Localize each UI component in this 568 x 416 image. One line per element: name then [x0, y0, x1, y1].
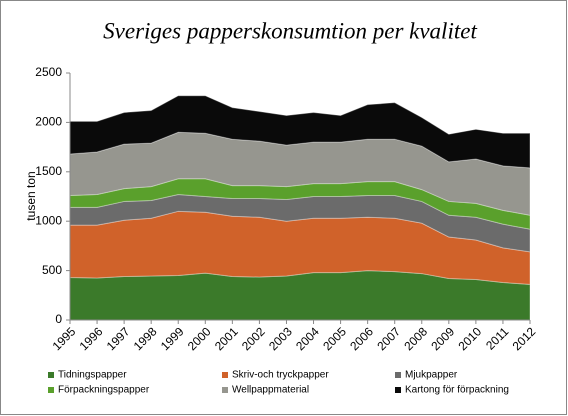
legend-label: Kartong för förpackning	[405, 385, 509, 396]
y-tick-label: 1500	[35, 164, 62, 178]
y-tick-label: 0	[55, 312, 62, 326]
y-tick-label: 2000	[35, 115, 62, 129]
chart-title: Sveriges papperskonsumtion per kvalitet	[103, 18, 477, 43]
area	[69, 95, 531, 169]
y-tick-label: 500	[42, 263, 62, 277]
legend-label: Mjukpapper	[405, 370, 458, 381]
legend-label: Wellpappmaterial	[232, 385, 309, 396]
y-axis-label: tusen ton	[24, 171, 38, 220]
legend-swatch	[395, 372, 401, 378]
y-tick-label: 1000	[35, 213, 62, 227]
legend-swatch	[222, 387, 228, 393]
y-tick-label: 2500	[35, 65, 62, 79]
legend-label: Förpackningspapper	[58, 385, 150, 396]
legend-swatch	[395, 387, 401, 393]
legend-swatch	[48, 387, 54, 393]
legend-swatch	[48, 372, 54, 378]
legend-swatch	[222, 372, 228, 378]
legend-label: Skriv-och tryckpapper	[232, 370, 329, 381]
legend-label: Tidningspapper	[58, 370, 127, 381]
